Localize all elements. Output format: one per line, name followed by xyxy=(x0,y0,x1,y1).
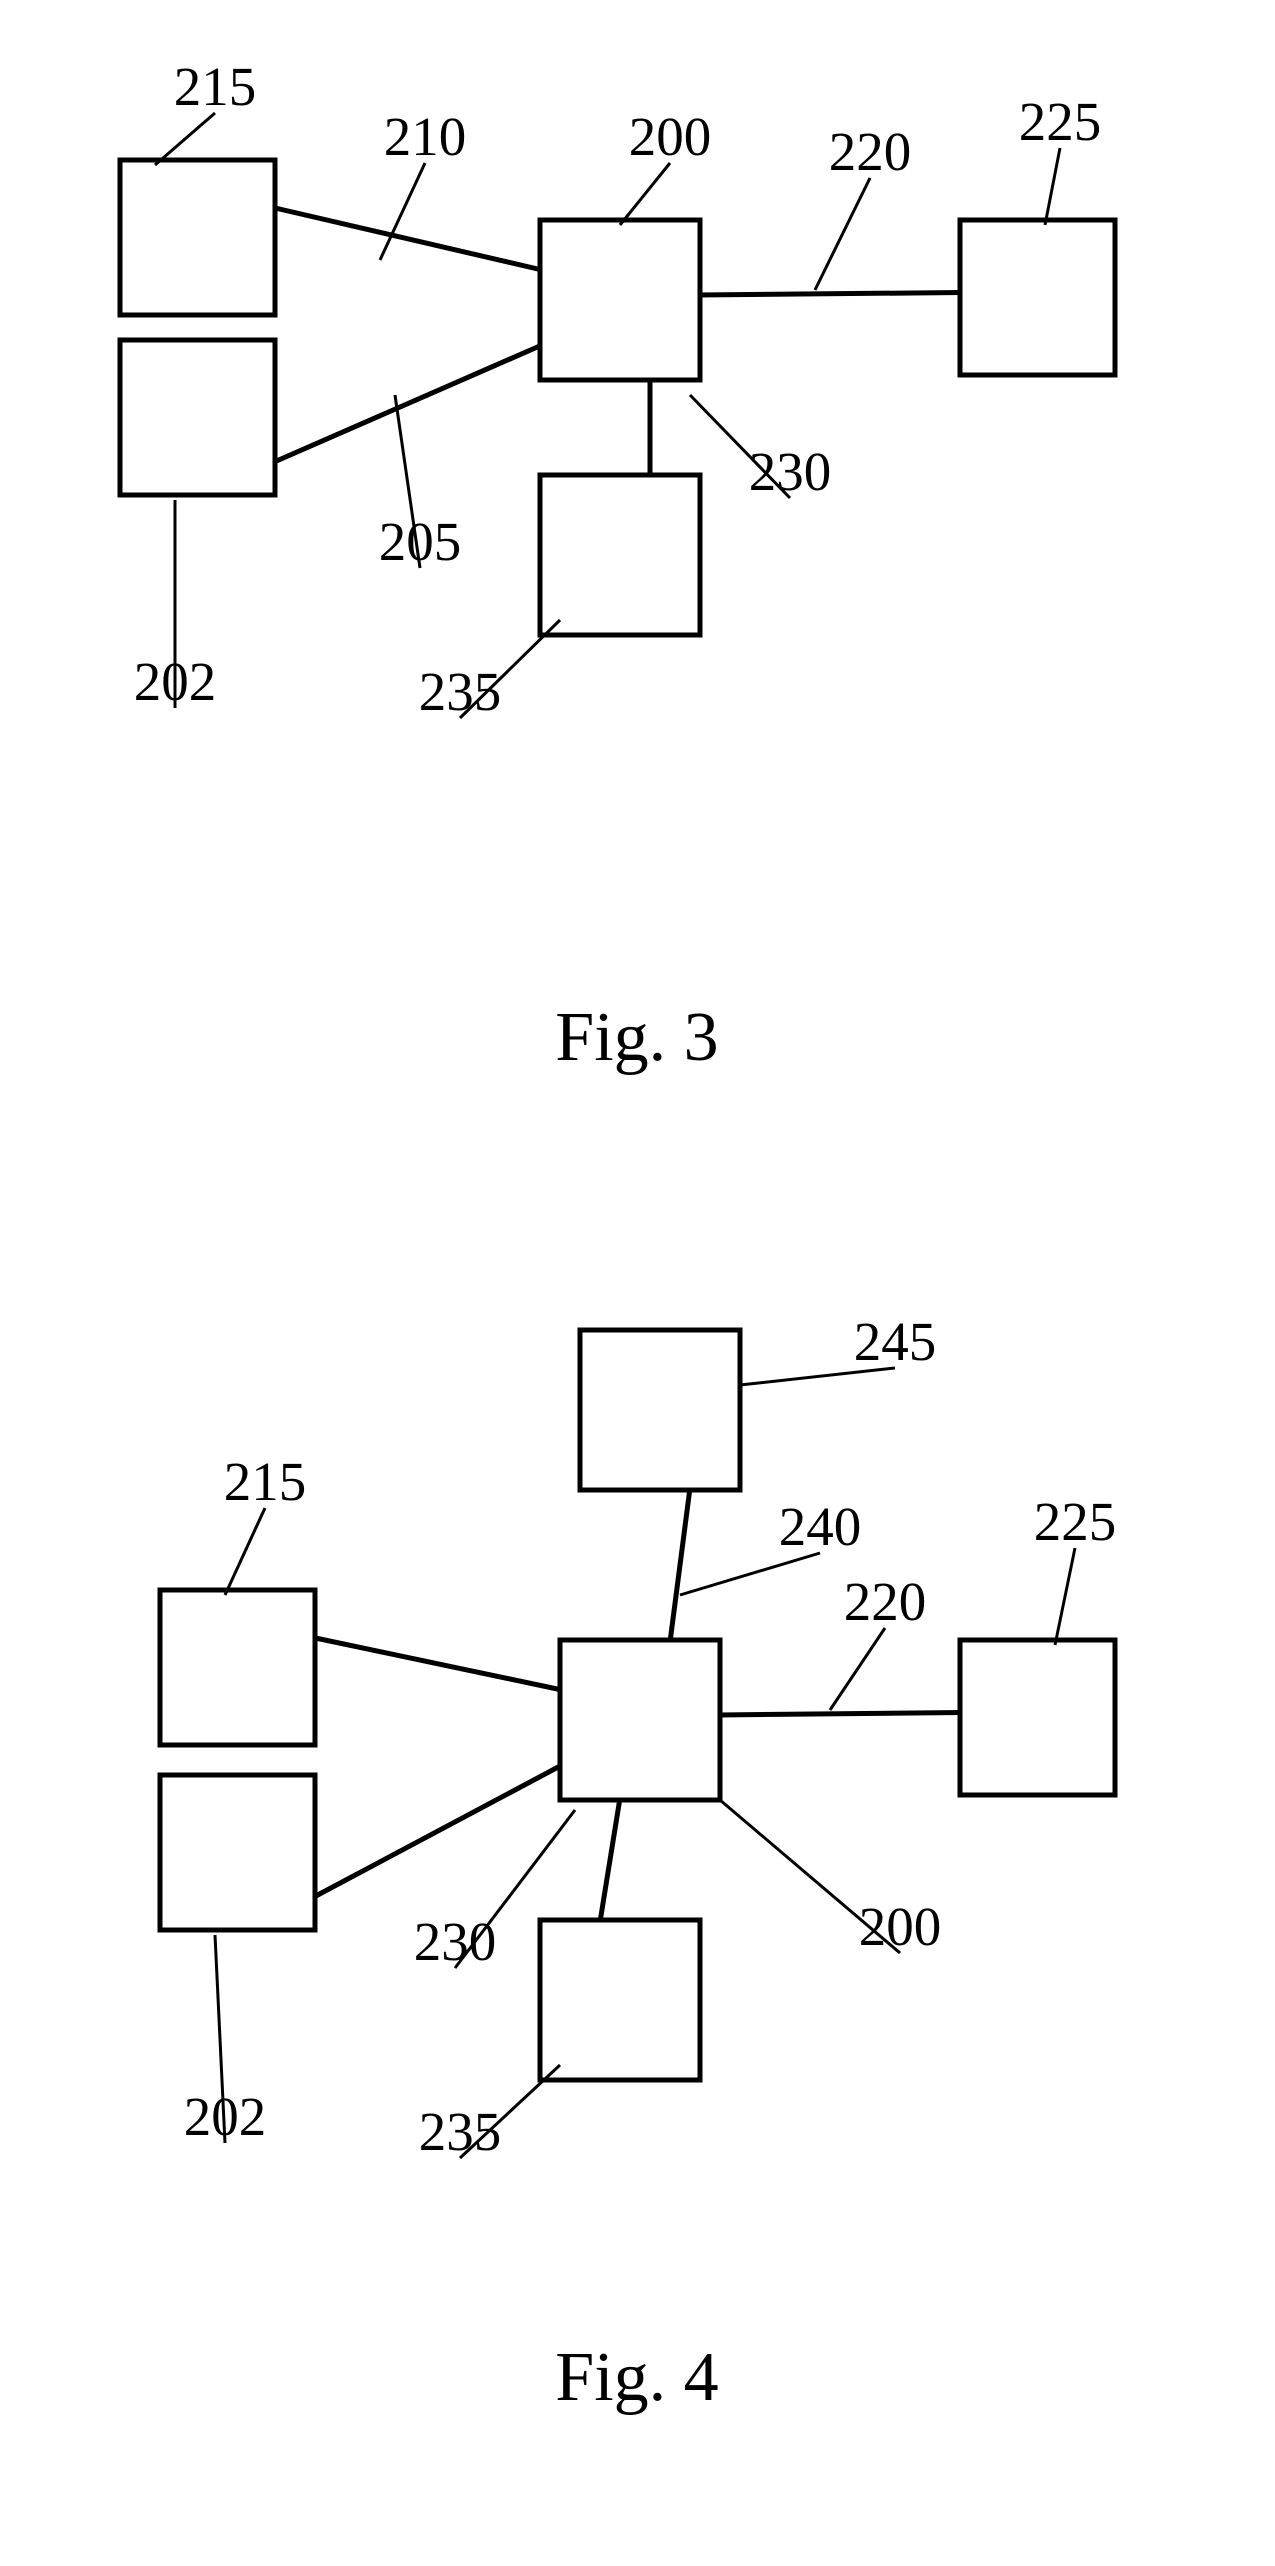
fig4: 245 215 240 225 220 200 230 235 202 Fig. 4 xyxy=(160,1311,1116,2416)
label-245: 245 xyxy=(854,1311,937,1372)
label-225: 225 xyxy=(1019,91,1102,152)
leader-215 xyxy=(155,113,215,165)
leader-220 xyxy=(830,1628,885,1710)
node-202 xyxy=(160,1775,315,1930)
label-205: 205 xyxy=(379,511,462,572)
node-235 xyxy=(540,1920,700,2080)
label-202: 202 xyxy=(184,2086,267,2147)
label-230: 230 xyxy=(749,441,832,502)
fig3: 215 210 200 220 225 230 205 235 202 Fig. 3 xyxy=(120,56,1115,1076)
label-215: 215 xyxy=(224,1451,307,1512)
diagram-canvas: 215210200220225230205235202Fig. 32452152… xyxy=(0,0,1275,2566)
label-235: 235 xyxy=(419,661,502,722)
edge-210b xyxy=(313,1638,562,1691)
label-240: 240 xyxy=(779,1496,862,1557)
leader-215 xyxy=(225,1508,265,1595)
label-200: 200 xyxy=(859,1896,942,1957)
label-200: 200 xyxy=(629,106,712,167)
label-235: 235 xyxy=(419,2101,502,2162)
node-245 xyxy=(580,1330,740,1490)
node-225 xyxy=(960,220,1115,375)
fig4-caption: Fig. 4 xyxy=(555,2339,718,2416)
node-202 xyxy=(120,340,275,495)
label-225: 225 xyxy=(1034,1491,1117,1552)
node-235 xyxy=(540,475,700,635)
edge-240 xyxy=(670,1488,690,1642)
label-215: 215 xyxy=(174,56,257,117)
fig3-caption: Fig. 3 xyxy=(555,999,718,1076)
edge-220 xyxy=(718,1713,962,1716)
label-210: 210 xyxy=(384,106,467,167)
label-220: 220 xyxy=(844,1571,927,1632)
leader-200 xyxy=(620,163,670,225)
edge-210 xyxy=(273,208,542,271)
label-202: 202 xyxy=(134,651,217,712)
leader-240 xyxy=(680,1553,820,1595)
edge-230 xyxy=(600,1798,620,1922)
label-230: 230 xyxy=(414,1911,497,1972)
leader-220 xyxy=(815,178,870,290)
leader-225 xyxy=(1045,148,1060,225)
edge-205 xyxy=(273,345,542,463)
edge-220 xyxy=(698,293,962,296)
node-215 xyxy=(160,1590,315,1745)
node-215 xyxy=(120,160,275,315)
leader-225 xyxy=(1055,1548,1075,1645)
node-200 xyxy=(540,220,700,380)
leader-210 xyxy=(380,163,425,260)
node-225 xyxy=(960,1640,1115,1795)
label-220: 220 xyxy=(829,121,912,182)
node-200 xyxy=(560,1640,720,1800)
